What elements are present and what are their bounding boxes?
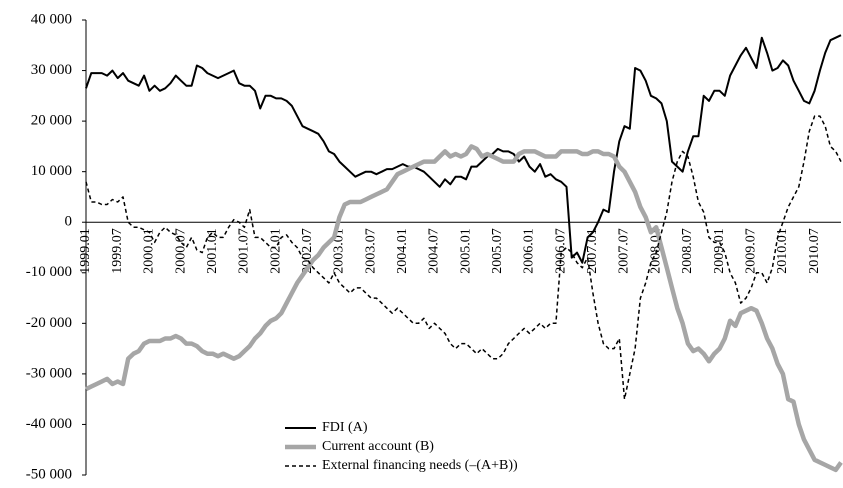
y-tick-label: -40 000 xyxy=(26,416,72,432)
y-tick-label: 30 000 xyxy=(31,62,72,78)
x-tick-label: 2010.01 xyxy=(775,228,790,274)
x-tick-label: 2010.07 xyxy=(807,228,822,274)
x-tick-label: 2004.07 xyxy=(427,228,442,274)
series-line xyxy=(85,144,843,473)
x-tick-label: 2007.07 xyxy=(617,228,632,274)
y-tick-label: -50 000 xyxy=(26,466,72,482)
x-tick-label: 2000.07 xyxy=(173,228,188,274)
x-tick-label: 2002.01 xyxy=(268,228,283,274)
y-tick-label: -30 000 xyxy=(26,365,72,381)
y-tick-label: 20 000 xyxy=(31,113,72,129)
x-tick-label: 1999.07 xyxy=(110,228,125,274)
x-tick-label: 2000.01 xyxy=(142,228,157,274)
series-line xyxy=(85,115,842,400)
x-tick-label: 2005.01 xyxy=(458,228,473,274)
y-tick-label: 40 000 xyxy=(31,11,72,27)
x-tick-label: 2001.01 xyxy=(205,228,220,274)
x-tick-label: 2005.07 xyxy=(490,228,505,274)
series-line xyxy=(85,34,842,264)
legend-label: Current account (B) xyxy=(322,439,434,454)
x-tick-label: 2009.07 xyxy=(743,228,758,274)
x-tick-label: 1999.01 xyxy=(78,228,93,274)
x-tick-label: 2006.07 xyxy=(553,228,568,274)
x-tick-label: 2004.01 xyxy=(395,228,410,274)
x-tick-label: 2008.07 xyxy=(680,228,695,274)
legend-label: External financing needs (–(A+B)) xyxy=(322,458,518,473)
x-tick-label: 2009.01 xyxy=(712,228,727,274)
y-tick-label: 10 000 xyxy=(31,163,72,179)
x-tick-label: 2007.01 xyxy=(585,228,600,274)
x-tick-label: 2003.07 xyxy=(363,228,378,274)
y-tick-label: 0 xyxy=(65,214,73,230)
y-tick-label: -20 000 xyxy=(26,315,72,331)
x-tick-label: 2001.07 xyxy=(237,228,252,274)
y-tick-label: -10 000 xyxy=(26,264,72,280)
legend-label: FDI (A) xyxy=(322,420,368,435)
x-tick-label: 2006.01 xyxy=(522,228,537,274)
x-tick-label: 2003.01 xyxy=(332,228,347,274)
